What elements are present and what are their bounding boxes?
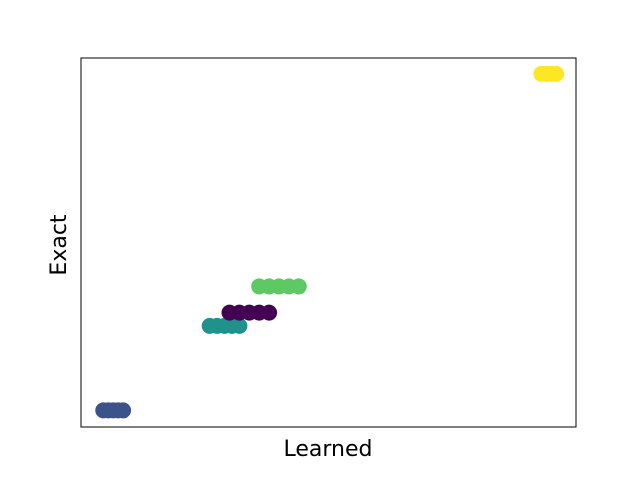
data-point (115, 402, 132, 419)
data-points (95, 65, 565, 419)
data-point (261, 304, 278, 321)
y-axis-label: Exact (47, 214, 72, 275)
series-1 (201, 317, 248, 334)
series-0 (95, 402, 132, 419)
series-3 (251, 278, 307, 295)
data-point (231, 317, 248, 334)
series-4 (533, 65, 565, 82)
data-point (290, 278, 307, 295)
x-axis-label: Learned (284, 437, 373, 462)
plot-frame (80, 57, 577, 428)
plot-area (81, 58, 576, 427)
series-2 (221, 304, 278, 321)
data-point (548, 65, 565, 82)
